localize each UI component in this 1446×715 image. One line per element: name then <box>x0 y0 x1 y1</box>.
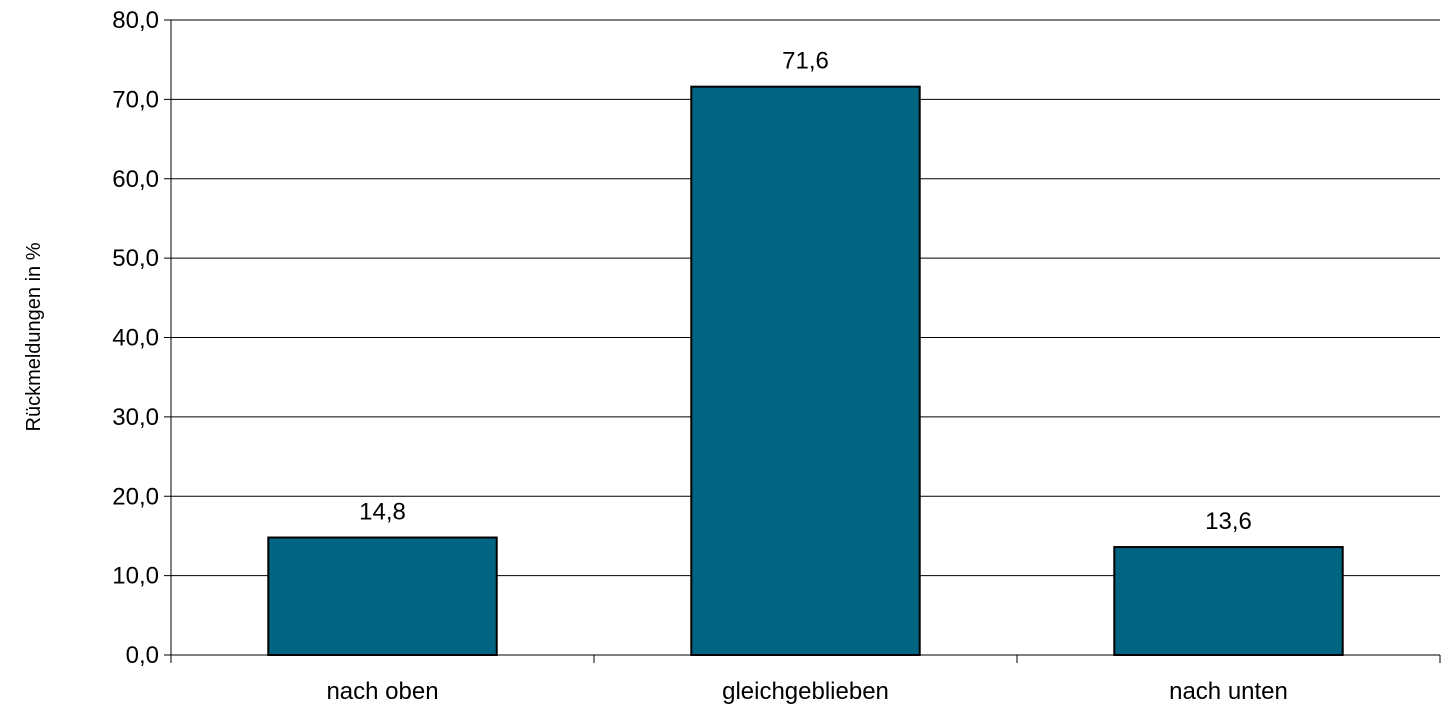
data-label: 14,8 <box>359 499 406 526</box>
y-tick-label: 30,0 <box>112 404 159 431</box>
bar <box>690 85 921 657</box>
bar <box>267 536 498 657</box>
data-label: 71,6 <box>782 48 829 75</box>
bars <box>267 85 1344 657</box>
y-tick-label: 0,0 <box>126 642 159 669</box>
bar <box>1113 546 1344 656</box>
labels: 0,0 10,0 20,0 30,0 40,0 50,0 60,0 70,0 80,0 14,8 n… <box>112 7 1288 705</box>
axes <box>164 19 1441 663</box>
y-tick-label: 70,0 <box>112 86 159 113</box>
y-tick-label: 20,0 <box>112 483 159 510</box>
x-tick-label: nach unten <box>1169 678 1288 705</box>
x-tick-label: gleichgeblieben <box>722 678 889 705</box>
y-tick-label: 60,0 <box>112 166 159 193</box>
x-tick-label: nach oben <box>326 678 438 705</box>
y-tick-label: 80,0 <box>112 7 159 34</box>
y-tick-label: 40,0 <box>112 325 159 352</box>
y-tick-label: 10,0 <box>112 563 159 590</box>
y-tick-label: 50,0 <box>112 245 159 272</box>
data-label: 13,6 <box>1205 508 1252 535</box>
y-axis-title: Rückmeldungen in % <box>23 242 45 431</box>
